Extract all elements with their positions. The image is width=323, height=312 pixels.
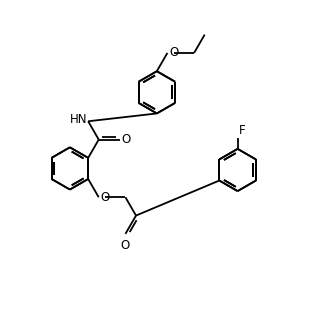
Text: HN: HN — [69, 113, 87, 126]
Text: O: O — [100, 191, 109, 204]
Text: O: O — [169, 46, 178, 59]
Text: F: F — [239, 124, 246, 137]
Text: O: O — [121, 238, 130, 251]
Text: O: O — [121, 133, 130, 146]
